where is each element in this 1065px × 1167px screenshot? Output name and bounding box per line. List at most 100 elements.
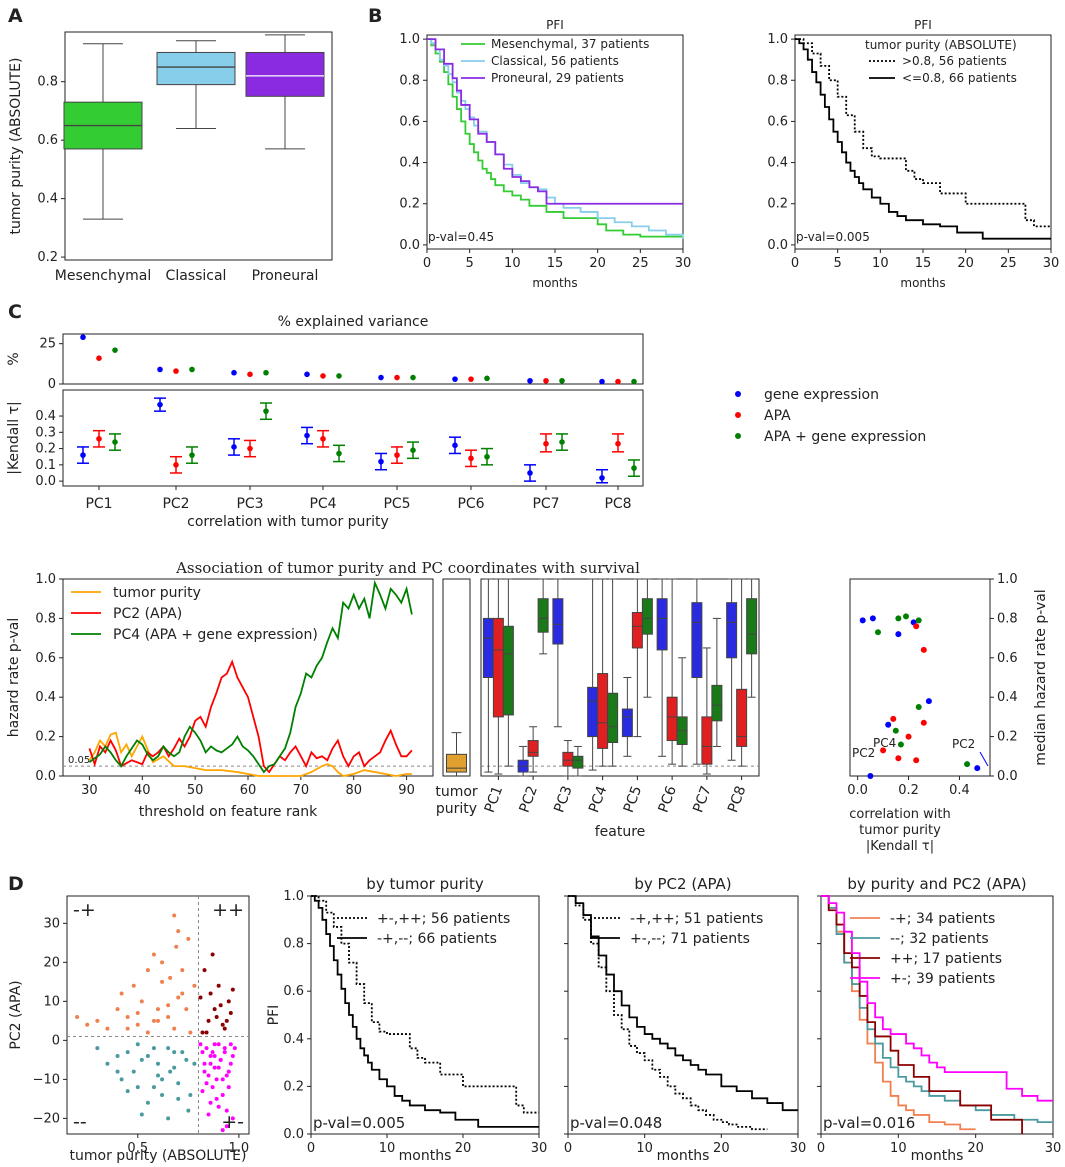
x-tick-label: 0.2 <box>898 783 919 798</box>
x-tick-label: 0 <box>564 1141 572 1156</box>
legend-label: APA <box>764 408 791 424</box>
panel-b2-xlabel: months <box>900 276 945 290</box>
quadrant-point <box>160 960 165 965</box>
variance-point <box>410 374 416 381</box>
quadrant-point <box>210 1050 215 1055</box>
quadrant-point <box>105 1026 110 1031</box>
box-tumor-purity <box>446 753 467 773</box>
feature-box <box>587 686 599 738</box>
quadrant-point <box>172 1050 177 1055</box>
hazard-point <box>895 755 902 762</box>
y-tick-label: −20 <box>33 1111 60 1126</box>
kendall-point <box>410 447 416 454</box>
x-tick-label: 25 <box>632 256 649 271</box>
quadrant-point <box>174 944 179 949</box>
quadrant-point <box>176 929 181 934</box>
kendall-point <box>631 465 637 471</box>
panel-c3-title: Association of tumor purity and PC coord… <box>175 559 640 577</box>
threshold-label: 0.05 <box>68 755 90 766</box>
x-tick-label: 0.5 <box>127 1141 148 1156</box>
quadrant-point <box>220 1092 225 1097</box>
feature-box <box>631 611 643 649</box>
hazard-point <box>869 615 876 622</box>
variance-point <box>320 373 326 379</box>
y-tick-label: 0.6 <box>767 114 788 129</box>
hazard-point <box>890 715 897 722</box>
quadrant-point <box>156 1061 160 1066</box>
y-tick-label: 0.8 <box>399 73 420 88</box>
legend-label: Mesenchymal, 37 patients <box>491 37 649 51</box>
quadrant-point <box>135 1022 140 1027</box>
quadrant-point <box>119 1077 124 1082</box>
y-tick-label: −10 <box>33 1072 60 1087</box>
quadrant-point <box>204 1081 209 1086</box>
panel-d4-xlabel: months <box>911 1148 964 1164</box>
kendall-point <box>599 475 605 481</box>
y-tick-label: 0.8 <box>767 73 788 88</box>
panel-d3-km-curve <box>568 895 798 1112</box>
quadrant-label: ++ <box>212 899 244 921</box>
quadrant-point <box>220 1022 225 1027</box>
quadrant-point <box>228 1042 233 1047</box>
quadrant-point <box>198 995 203 1000</box>
quadrant-point <box>176 1081 181 1086</box>
quadrant-point <box>125 1026 130 1031</box>
variance-point <box>599 378 605 385</box>
box-proneural <box>245 51 325 97</box>
y-tick-label: 0.2 <box>37 250 58 265</box>
legend-label: >0.8, 56 patients <box>902 54 1007 68</box>
quadrant-point <box>151 952 156 957</box>
feature-box <box>607 692 619 744</box>
quadrant-point <box>145 1053 150 1058</box>
quadrant-point <box>180 968 185 973</box>
quadrant-point <box>156 1018 160 1023</box>
kendall-point <box>80 452 86 458</box>
panel-b1-km-curve <box>427 38 683 238</box>
quadrant-point <box>115 1069 120 1074</box>
y-tick-label: 0.6 <box>997 651 1018 666</box>
variance-point <box>231 369 237 376</box>
quadrant-point <box>206 1018 211 1023</box>
panel-d2-xlabel: months <box>399 1148 452 1164</box>
feature-box <box>691 602 703 679</box>
x-tick-label: 5 <box>466 256 474 271</box>
pc-tick-label: PC7 <box>532 496 559 512</box>
quadrant-point <box>228 1061 233 1066</box>
quadrant-point <box>218 1057 223 1062</box>
quadrant-point <box>172 1026 177 1031</box>
kendall-point <box>320 436 326 442</box>
quadrant-point <box>186 936 191 941</box>
x-tick-label: 20 <box>967 1141 984 1156</box>
annotation-pc4: PC4 <box>873 736 896 750</box>
y-tick-label: 0.1 <box>35 458 56 473</box>
quadrant-point <box>125 1050 130 1055</box>
quadrant-point <box>125 1014 130 1019</box>
panel-letter-d: D <box>8 873 24 895</box>
panel-b1-pval: p-val=0.45 <box>428 230 494 244</box>
legend-label: +-,++; 56 patients <box>377 911 510 927</box>
legend-label: APA + gene expression <box>764 429 926 445</box>
quadrant-point <box>218 1003 223 1008</box>
quadrant-point <box>192 1061 197 1066</box>
quadrant-point <box>206 1112 211 1117</box>
pc-tick-label: PC1 <box>85 496 112 512</box>
kendall-point <box>173 462 179 468</box>
quadrant-point <box>200 1030 205 1035</box>
quadrant-point <box>202 1069 207 1074</box>
y-tick-label: 1.0 <box>767 32 788 47</box>
quadrant-point <box>214 1014 219 1019</box>
y-tick-label: 0.6 <box>283 984 304 999</box>
hazard-point <box>897 741 904 748</box>
y-tick-label: 0.4 <box>35 690 56 705</box>
panel-c4-xlabel: tumor <box>435 784 478 800</box>
feature-box <box>552 598 564 645</box>
x-tick-label: 30 <box>531 1141 548 1156</box>
panel-d4-km-curve <box>821 895 1053 1102</box>
variance-point <box>173 368 179 374</box>
quadrant-point <box>160 1077 165 1082</box>
feature-box <box>666 696 678 742</box>
feature-box <box>572 755 584 769</box>
quadrant-point <box>216 1042 221 1047</box>
feature-box <box>726 602 738 659</box>
